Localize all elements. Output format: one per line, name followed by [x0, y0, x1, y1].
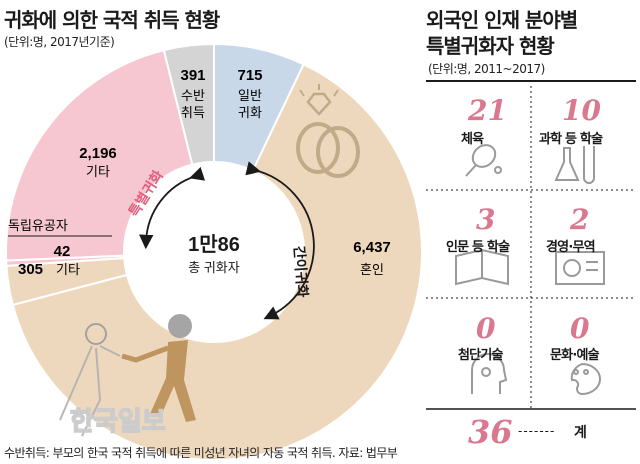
field-label-sports: 체육 [461, 132, 484, 147]
donut-chart: 특별귀화 간이귀화 1만86 총 귀화자 715 일반 귀화 391 수반 취득 2… [5, 42, 423, 461]
total-specialists-value: 36 [468, 413, 513, 451]
slice-value-marriage: 6,437 [353, 239, 391, 256]
slice-value-simple-other: 305 [18, 261, 43, 278]
simple-naturalization-label: 간이귀화 [291, 245, 311, 298]
field-value-arts: 0 [570, 312, 590, 345]
field-label-science: 과학 등 학술 [539, 132, 603, 147]
chart-presentation-icon [555, 251, 605, 285]
left-chart-title: 귀화에 의한 국적 취득 현황 [4, 8, 220, 32]
total-dash-line: ------- [518, 424, 556, 438]
field-value-science: 10 [562, 94, 601, 127]
slice-value-accompany: 391 [180, 67, 205, 84]
tech-head-icon [471, 353, 508, 394]
slice-label-general: 일반 귀화 [238, 88, 262, 120]
total-specialists-label: 계 [574, 425, 587, 441]
special-naturalization-arrow [139, 166, 206, 250]
slice-label-marriage: 혼인 [360, 262, 384, 277]
open-book-icon [455, 248, 509, 286]
slice-label-independence: 독립유공자 [8, 218, 68, 233]
slice-value-special-other: 2,196 [79, 145, 117, 162]
total-label: 총 귀화자 [188, 260, 239, 275]
slice-value-general: 715 [237, 67, 262, 84]
footnote: 수반취득: 부모의 한국 국적 취득에 따른 미성년 자녀의 자동 국적 취득.… [4, 446, 398, 460]
right-title-line1: 외국인 인재 분야별 [426, 8, 578, 32]
paint-palette-icon [570, 362, 601, 396]
field-label-humanities: 인문 등 학술 [446, 240, 510, 255]
field-value-business: 2 [570, 203, 590, 236]
simple-naturalization-arrow [245, 161, 315, 320]
slice-label-special-other: 기타 [86, 164, 110, 179]
left-chart-unit: (단위:명, 2017년기준) [4, 35, 115, 49]
slice-label-accompany: 수반 취득 [181, 88, 205, 120]
right-title-line2: 특별귀화자 현황 [426, 34, 555, 58]
field-label-tech: 첨단기술 [458, 348, 503, 363]
slice-label-simple-other: 기타 [56, 262, 80, 277]
flask-icon [554, 146, 595, 184]
field-value-tech: 0 [476, 312, 496, 345]
field-label-business: 경영·무역 [546, 240, 596, 255]
slice-value-independence: 42 [54, 243, 71, 260]
total-value: 1만86 [188, 233, 240, 256]
field-value-humanities: 3 [476, 203, 496, 236]
wedding-rings-icon [296, 84, 360, 178]
field-label-arts: 문화·예술 [550, 348, 600, 363]
right-unit: (단위:명, 2011~2017) [428, 62, 545, 76]
watermark-text: 한국일보 [70, 406, 166, 436]
couple-silhouette-icon [59, 314, 196, 437]
tennis-racket-icon [465, 144, 502, 177]
field-value-sports: 21 [468, 94, 507, 127]
grid-lines [426, 80, 636, 410]
